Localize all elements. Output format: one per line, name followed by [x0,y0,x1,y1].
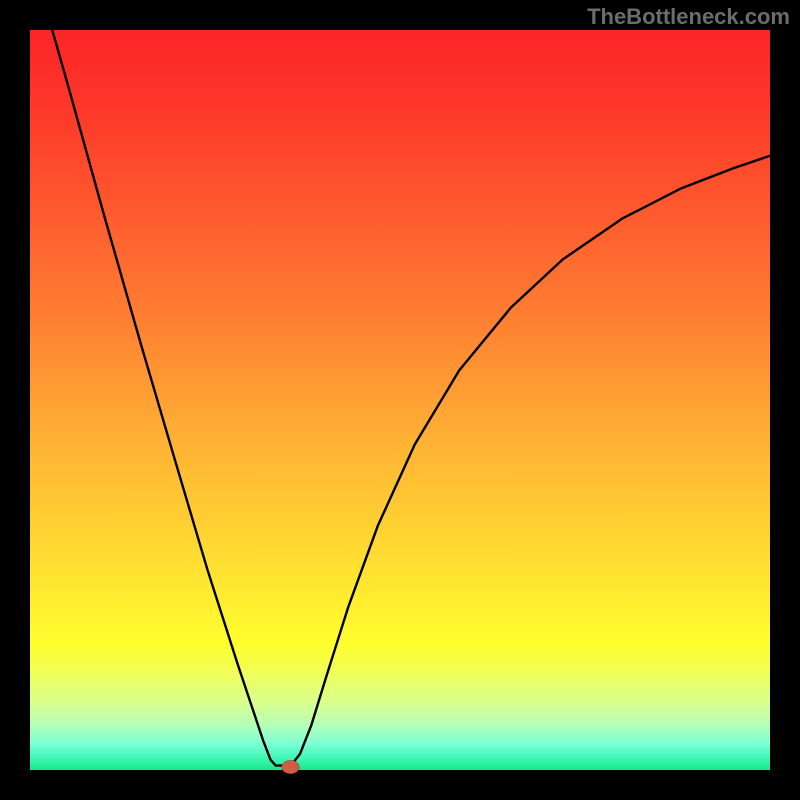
chart-frame: TheBottleneck.com [0,0,800,800]
watermark-text: TheBottleneck.com [587,4,790,30]
chart-plot-area [30,30,770,770]
bottleneck-chart [0,0,800,800]
optimal-point-marker [282,760,300,773]
